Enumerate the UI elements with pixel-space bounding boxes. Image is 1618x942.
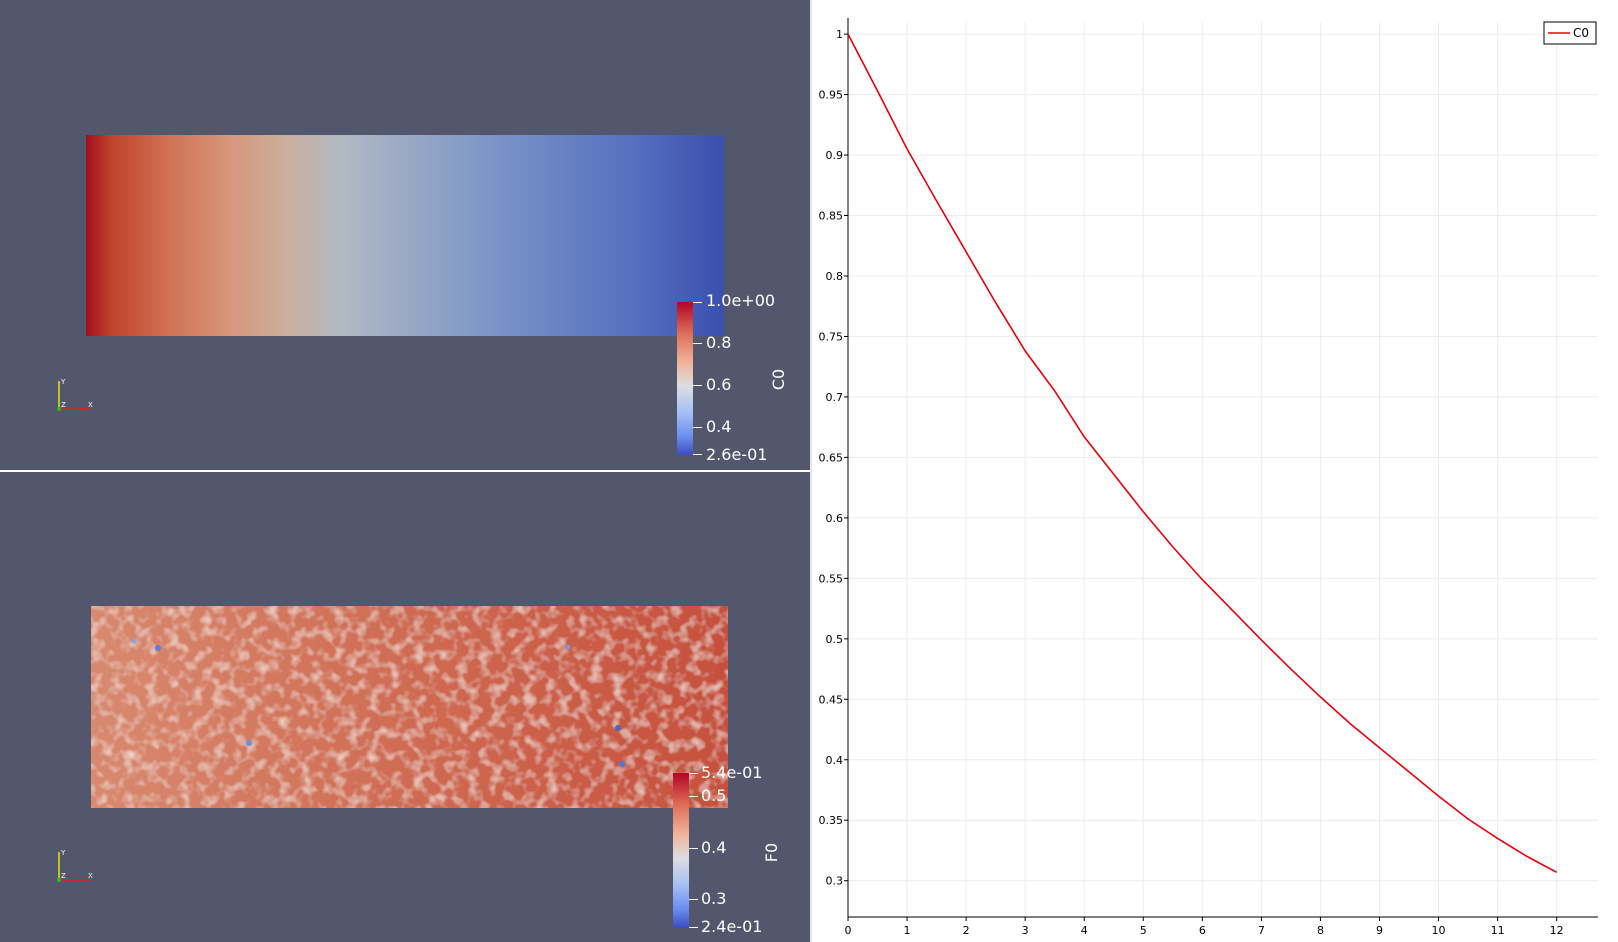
y-tick-label: 0.5 (826, 633, 844, 646)
colorbar-title: F0 (762, 842, 782, 863)
colorbar-label: 1.0e+00 (706, 291, 776, 310)
x-tick-label: 5 (1140, 924, 1147, 937)
legend-label: C0 (1573, 26, 1589, 40)
f0-field-slice (91, 606, 728, 808)
axis-z-label: Z (61, 872, 66, 880)
y-tick-label: 0.35 (819, 814, 844, 827)
colorbar-tick (689, 773, 698, 774)
c0-field-slice (86, 135, 724, 336)
series-line-c0 (847, 33, 1558, 874)
x-tick-label: 3 (1022, 924, 1029, 937)
y-tick-label: 0.65 (819, 451, 844, 464)
y-tick-label: 0.55 (819, 572, 844, 585)
axis-z-label: Z (61, 401, 66, 409)
axis-y-label: Y (60, 378, 66, 386)
chart-grid (847, 22, 1598, 917)
orientation-axes-icon: Y Z X (57, 849, 93, 882)
colorbar-label: 0.4 (701, 838, 727, 857)
colorbar-label: 0.8 (706, 333, 732, 352)
colorbar-label: 0.6 (706, 375, 732, 394)
colorbar-label: 0.4 (706, 417, 732, 436)
x-tick-label: 6 (1199, 924, 1206, 937)
f0-colorbar (673, 773, 689, 928)
x-tick-label: 2 (963, 924, 970, 937)
colorbar-tick (689, 899, 698, 900)
orientation-axes-icon: Y Z X (57, 378, 93, 411)
colorbar-label: 2.6e-01 (706, 445, 768, 464)
y-tick-label: 0.7 (826, 391, 844, 404)
x-tick-label: 8 (1317, 924, 1324, 937)
c0-colorbar (677, 302, 693, 455)
colorbar-tick (693, 427, 702, 428)
colorbar-tick (693, 385, 702, 386)
axis-x-label: X (88, 401, 93, 409)
colorbar-tick (689, 927, 698, 928)
colorbar-title: C0 (769, 368, 789, 391)
colorbar-label: 2.4e-01 (701, 917, 763, 936)
y-tick-label: 0.75 (819, 330, 844, 343)
view-splitter[interactable] (810, 0, 812, 942)
colorbar-label: 0.3 (701, 889, 727, 908)
y-tick-label: 0.85 (819, 210, 844, 223)
x-tick-label: 7 (1258, 924, 1265, 937)
colorbar-label: 5.4e-01 (701, 763, 763, 782)
x-tick-label: 12 (1550, 924, 1564, 937)
x-tick-label: 1 (904, 924, 911, 937)
colorbar-tick (693, 302, 702, 303)
x-tick-label: 9 (1376, 924, 1383, 937)
x-tick-label: 0 (845, 924, 852, 937)
x-tick-label: 10 (1432, 924, 1446, 937)
y-tick-label: 0.45 (819, 693, 844, 706)
view-separator[interactable] (0, 470, 810, 472)
axis-y-label: Y (60, 849, 66, 857)
render-view-f0[interactable]: 5.4e-01 0.5 0.4 0.3 2.4e-01 F0 Y Z X (0, 472, 810, 942)
y-tick-label: 0.9 (826, 149, 844, 162)
x-tick-label: 4 (1081, 924, 1088, 937)
colorbar-label: 0.5 (701, 786, 727, 805)
chart-legend: C0 (1543, 21, 1597, 45)
line-chart-view[interactable]: 0 1 2 3 4 5 6 7 8 9 10 11 120.30.350.40.450.50.550.6… (812, 0, 1618, 942)
y-tick-label: 0.6 (826, 512, 844, 525)
y-tick-label: 0.3 (826, 875, 844, 888)
y-tick-label: 1 (836, 28, 843, 41)
axis-x-label: X (88, 872, 93, 880)
y-tick-label: 0.4 (826, 754, 844, 767)
render-view-c0[interactable]: 1.0e+00 0.8 0.6 0.4 2.6e-01 C0 Y Z X (0, 0, 810, 470)
y-tick-label: 0.95 (819, 89, 844, 102)
y-tick-label: 0.8 (826, 270, 844, 283)
colorbar-tick (689, 796, 698, 797)
chart-axes: 0 1 2 3 4 5 6 7 8 9 10 11 120.30.350.40.450.50.550.6… (819, 18, 1598, 937)
colorbar-tick (693, 343, 702, 344)
chart-series (847, 33, 1558, 874)
x-tick-label: 11 (1491, 924, 1505, 937)
colorbar-tick (689, 848, 698, 849)
colorbar-tick (693, 454, 702, 455)
